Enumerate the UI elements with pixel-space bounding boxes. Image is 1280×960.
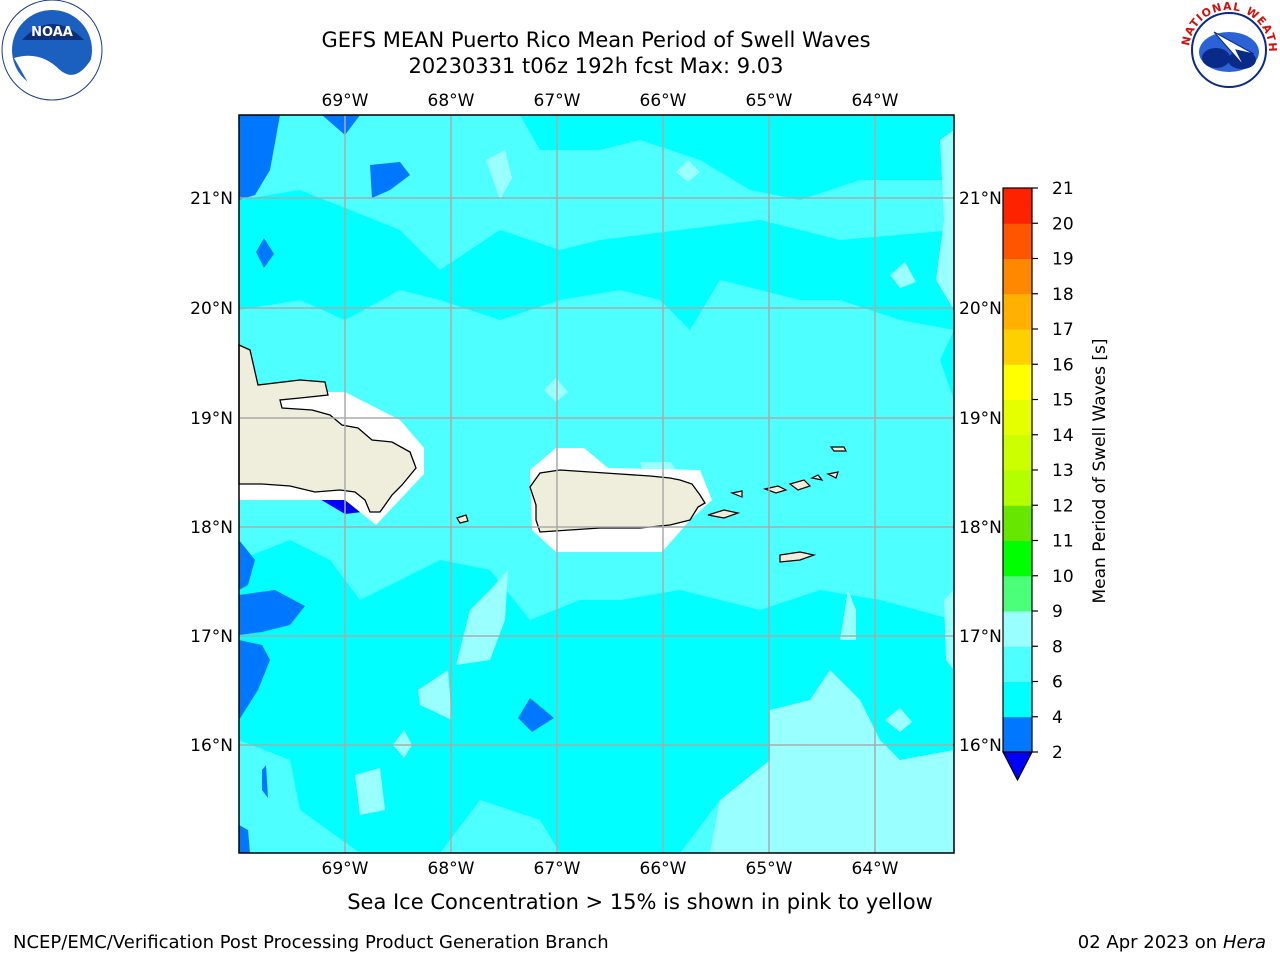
colorbar-bin <box>1003 540 1032 577</box>
colorbar-bin <box>1003 364 1032 400</box>
colorbar-bin <box>1003 434 1032 471</box>
sea-ice-note: Sea Ice Concentration > 15% is shown in … <box>347 890 933 914</box>
lat-label-left: 19°N <box>190 409 233 429</box>
lon-label-top: 65°W <box>746 91 793 111</box>
footer-credit: NCEP/EMC/Verification Post Processing Pr… <box>13 932 609 953</box>
lon-label-bottom: 68°W <box>428 859 475 879</box>
colorbar-tick-label: 15 <box>1052 391 1074 411</box>
lat-label-right: 20°N <box>959 299 1002 319</box>
colorbar-bin <box>1003 646 1032 682</box>
lon-label-bottom: 67°W <box>534 859 581 879</box>
colorbar-tick-label: 16 <box>1052 355 1074 375</box>
lon-label-bottom: 65°W <box>746 859 793 879</box>
chart-title: GEFS MEAN Puerto Rico Mean Period of Swe… <box>321 28 871 52</box>
lat-label-right: 21°N <box>959 189 1002 209</box>
lat-label-right: 17°N <box>959 627 1002 647</box>
lat-label-left: 18°N <box>190 518 233 538</box>
colorbar-tick-label: 17 <box>1052 320 1074 340</box>
colorbar-bin <box>1003 716 1032 753</box>
colorbar-tick-label: 8 <box>1052 637 1063 657</box>
colorbar-bin <box>1003 399 1032 436</box>
colorbar-tick-label: 14 <box>1052 426 1074 446</box>
colorbar-bin <box>1003 611 1032 647</box>
map-plot-area <box>238 114 955 854</box>
colorbar-tick-label: 12 <box>1052 496 1074 516</box>
lon-label-top: 64°W <box>852 91 899 111</box>
colorbar-tick-label: 9 <box>1052 602 1063 622</box>
colorbar-tick-label: 10 <box>1052 567 1074 587</box>
colorbar: 2 4 6 8 9 10 11 12 13 14 15 16 17 18 19 20 21 <box>1002 179 1074 782</box>
colorbar-bin <box>1003 681 1032 718</box>
lat-label-left: 16°N <box>190 736 233 756</box>
lon-label-top: 69°W <box>322 91 369 111</box>
lon-label-bottom: 66°W <box>640 859 687 879</box>
noaa-logo-text: NOAA <box>31 25 73 40</box>
colorbar-tick-label: 11 <box>1052 532 1074 552</box>
lon-label-top: 68°W <box>428 91 475 111</box>
nws-logo-text: NATIONAL WEATHER SERVICE <box>0 0 1278 53</box>
colorbar-tick-label: 2 <box>1052 743 1063 763</box>
colorbar-tick-label: 6 <box>1052 673 1063 693</box>
colorbar-tick-label: 21 <box>1052 179 1074 199</box>
lat-label-left: 20°N <box>190 299 233 319</box>
colorbar-tick-label: 19 <box>1052 250 1074 270</box>
colorbar-tick-label: 4 <box>1052 708 1063 728</box>
colorbar-bin <box>1003 258 1032 295</box>
lat-label-right: 16°N <box>959 736 1002 756</box>
lat-label-left: 17°N <box>190 627 233 647</box>
colorbar-bin <box>1003 223 1032 259</box>
lat-label-right: 18°N <box>959 518 1002 538</box>
colorbar-tick-label: 13 <box>1052 461 1074 481</box>
colorbar-bin <box>1003 470 1032 506</box>
colorbar-bin <box>1003 293 1032 330</box>
footer-date: 02 Apr 2023 on Hera <box>1078 932 1266 953</box>
lon-label-bottom: 69°W <box>322 859 369 879</box>
colorbar-bin <box>1003 575 1032 612</box>
lon-label-top: 66°W <box>640 91 687 111</box>
colorbar-extend-arrow <box>1002 751 1033 782</box>
lat-label-left: 21°N <box>190 189 233 209</box>
colorbar-tick-label: 20 <box>1052 214 1074 234</box>
footer-machine: Hera <box>1222 932 1266 953</box>
nws-logo: NATIONAL WEATHER SERVICE <box>0 0 1279 98</box>
lon-label-bottom: 64°W <box>852 859 899 879</box>
colorbar-bin <box>1003 329 1032 365</box>
lat-label-right: 19°N <box>959 409 1002 429</box>
colorbar-tick-label: 18 <box>1052 285 1074 305</box>
footer-date-text: 02 Apr 2023 on <box>1077 932 1223 953</box>
lon-label-top: 67°W <box>534 91 581 111</box>
colorbar-label: Mean Period of Swell Waves [s] <box>1090 339 1110 604</box>
svg-text:NATIONAL WEATHER SERVICE: NATIONAL WEATHER SERVICE <box>0 0 1279 53</box>
colorbar-bin <box>1003 188 1032 224</box>
noaa-logo: NOAA <box>1 0 103 101</box>
colorbar-bin <box>1003 505 1032 541</box>
chart-subtitle: 20230331 t06z 192h fcst Max: 9.03 <box>408 54 784 78</box>
